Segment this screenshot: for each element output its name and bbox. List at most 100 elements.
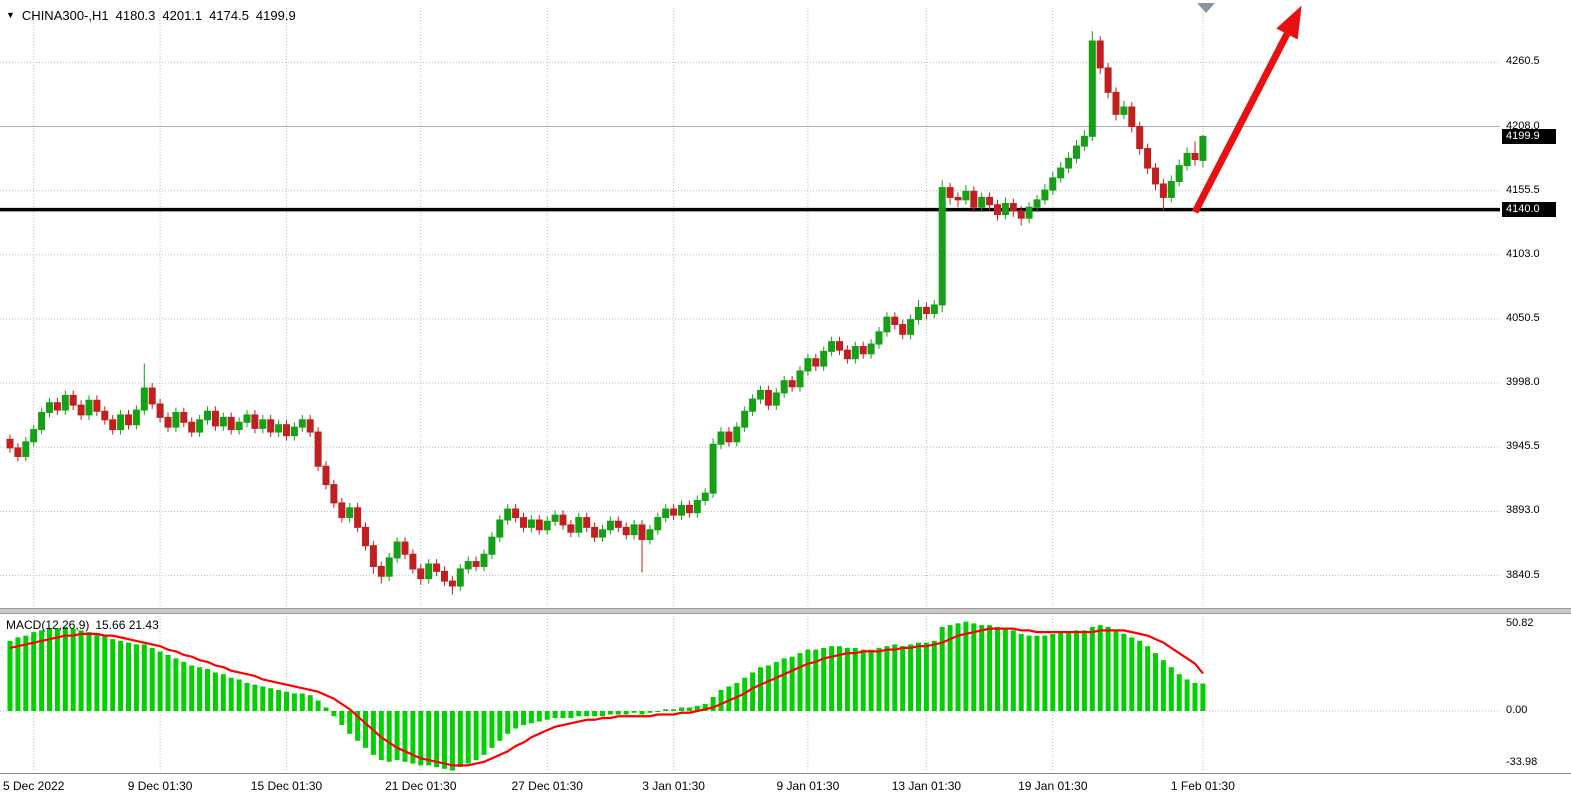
macd-bar: [1160, 660, 1166, 712]
macd-bar: [1097, 625, 1103, 712]
time-axis-label: 13 Jan 01:30: [891, 779, 962, 793]
annotations-group[interactable]: [1191, 5, 1302, 214]
macd-bar: [1105, 626, 1111, 712]
candle: [409, 553, 417, 570]
macd-bar: [1145, 646, 1151, 712]
level-lines[interactable]: [0, 126, 1500, 212]
macd-bar: [418, 711, 424, 766]
macd-bar: [1184, 679, 1190, 712]
ohlc-open: 4180.3: [115, 8, 156, 23]
candle: [859, 345, 867, 355]
macd-bar: [686, 707, 692, 712]
macd-bar: [86, 632, 92, 712]
macd-bar: [157, 651, 163, 712]
gridlines: [0, 8, 1500, 772]
candle: [251, 414, 259, 429]
candle: [512, 508, 520, 519]
candle: [1001, 203, 1009, 216]
candle: [575, 517, 583, 533]
macd-bar: [355, 711, 361, 741]
candle: [883, 316, 891, 333]
macd-bar: [694, 705, 700, 712]
macd-bar: [1089, 626, 1095, 712]
candle: [622, 526, 630, 536]
macd-bar: [916, 642, 921, 712]
candle: [46, 402, 53, 413]
macd-bar: [655, 711, 661, 713]
macd-bar: [205, 668, 210, 712]
candle: [709, 443, 717, 494]
macd-bar: [679, 707, 684, 712]
macd-bar: [315, 700, 321, 712]
macd-bar: [197, 667, 203, 712]
macd-bar: [663, 709, 669, 712]
candle: [780, 380, 788, 394]
macd-bar: [631, 711, 637, 713]
candle: [1041, 189, 1049, 201]
candle: [448, 580, 456, 587]
candle: [472, 561, 480, 567]
macd-bar: [592, 711, 598, 717]
candle: [401, 541, 409, 555]
macd-bar: [726, 686, 732, 712]
macd-bar: [505, 711, 511, 734]
candle: [283, 424, 290, 437]
macd-bar: [1153, 653, 1158, 712]
macd-name: MACD(12,26,9): [6, 618, 90, 632]
macd-bar: [758, 667, 763, 712]
time-axis[interactable]: 5 Dec 2022 9 Dec 01:30 15 Dec 01:30 21 Dec …: [0, 773, 1571, 803]
macd-bar: [868, 649, 874, 712]
macd-bar: [528, 711, 534, 724]
candle: [567, 524, 575, 533]
macd-bar: [1200, 683, 1206, 712]
candle: [764, 389, 772, 406]
candle: [77, 404, 85, 416]
macd-bar: [1066, 632, 1072, 712]
candle: [986, 196, 994, 206]
candle: [38, 411, 46, 431]
candle: [1088, 40, 1096, 137]
candle: [1112, 91, 1120, 115]
candle: [662, 508, 670, 519]
candle: [1167, 181, 1175, 198]
macd-bar: [465, 711, 471, 764]
candle: [1057, 167, 1065, 179]
macd-bar: [710, 696, 716, 712]
time-axis-label: 27 Dec 01:30: [511, 779, 583, 793]
candle: [322, 465, 330, 486]
candle: [330, 484, 338, 504]
candle: [678, 504, 685, 516]
macd-bar: [971, 623, 977, 712]
trend-arrow-shaft[interactable]: [1191, 32, 1291, 214]
macd-bar: [995, 626, 1000, 712]
macd-bar: [584, 711, 590, 717]
candle: [204, 410, 211, 421]
candle: [369, 545, 377, 567]
macd-bar: [15, 637, 21, 712]
macd-bar: [1050, 633, 1056, 712]
macd-bar: [497, 711, 503, 741]
trend-arrow-head-icon[interactable]: [1276, 5, 1302, 40]
macd-bar: [126, 642, 131, 712]
macd-bar: [291, 693, 297, 712]
symbol-ohlc-header: ▼ CHINA300-,H1 4180.3 4201.1 4174.5 4199…: [6, 8, 296, 23]
candle: [488, 536, 496, 555]
macd-bar: [639, 711, 645, 715]
signal-line: [9, 627, 1204, 767]
macd-bar: [62, 626, 68, 712]
macd-bar: [671, 709, 677, 712]
candle: [227, 416, 235, 431]
price-axis-label: 4155.5: [1506, 183, 1540, 196]
macd-bar: [434, 711, 440, 768]
macd-bar: [473, 711, 479, 761]
price-axis-label: 3893.0: [1506, 504, 1540, 517]
candle: [741, 410, 749, 428]
candle: [820, 350, 828, 367]
chart-shift-marker-icon[interactable]: [1197, 3, 1215, 13]
panel-resize-handle[interactable]: [0, 608, 1571, 614]
price-axis[interactable]: 4260.5 4208.0 4155.5 4103.0 4050.5 3998.0 3945…: [1500, 0, 1571, 772]
macd-bar: [702, 703, 708, 712]
candle: [53, 402, 61, 411]
candle: [188, 421, 196, 433]
